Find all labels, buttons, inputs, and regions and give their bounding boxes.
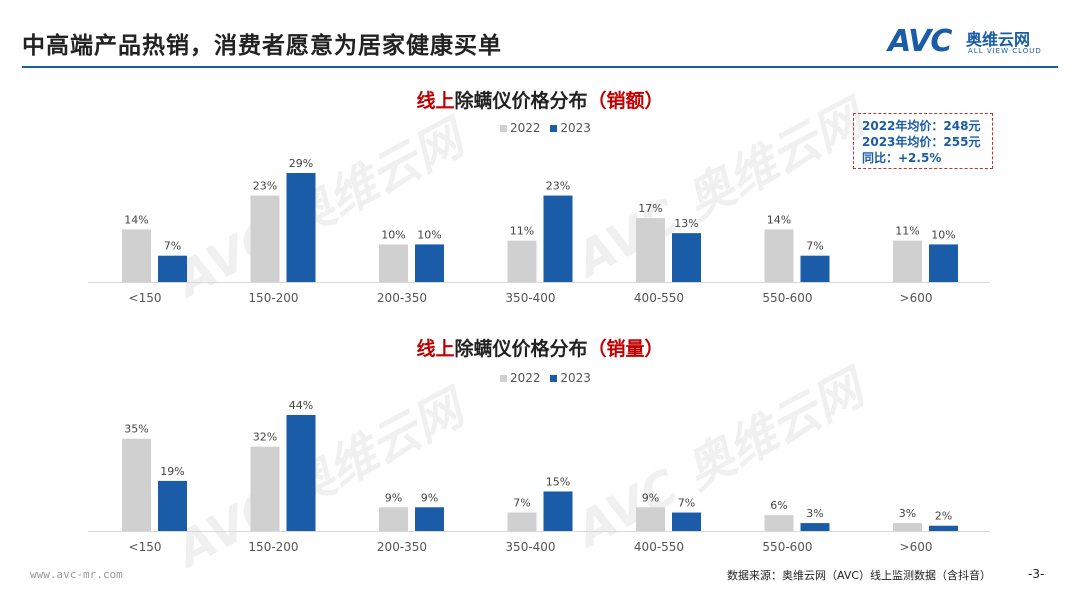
- chart-legend: 2022 2023: [500, 121, 597, 135]
- footer-url: www.avc-mr.com: [30, 568, 123, 581]
- data-label: 7%: [513, 497, 530, 510]
- data-label: 3%: [899, 507, 916, 520]
- logo-mark: AVC: [888, 24, 952, 59]
- data-label: 14%: [124, 213, 148, 226]
- data-label: 44%: [289, 399, 313, 412]
- chart-title-suffix: （销额）: [587, 90, 664, 112]
- bar-2023-5: [800, 523, 830, 531]
- legend-item-2022: 2022: [500, 371, 541, 385]
- bar-2023-3: [543, 491, 573, 531]
- bar-2022-4: [636, 218, 665, 282]
- data-label: 10%: [381, 228, 405, 241]
- bar-chart-sales-volume: 35% 19% <150 32% 44% 150-200 9% 9% 200-350 7% 15% 3…: [88, 399, 990, 554]
- data-label: 23%: [253, 180, 277, 193]
- data-label: 32%: [253, 431, 277, 444]
- category-label: >600: [900, 540, 933, 554]
- bar-2022-6: [893, 240, 922, 282]
- legend-item-2023: 2023: [550, 121, 591, 135]
- bar-2022-5: [764, 515, 794, 531]
- chart-legend: 2022 2023: [500, 371, 597, 385]
- note-line: 同比：+2.5%: [862, 151, 942, 165]
- data-label: 19%: [160, 465, 184, 478]
- chart-title-prefix: 线上: [416, 90, 455, 112]
- bar-2022-3: [507, 512, 537, 531]
- data-label: 9%: [385, 491, 402, 504]
- category-label: 400-550: [634, 540, 684, 554]
- avg-price-note: 2022年均价：248元 2023年均价：255元 同比：+2.5%: [853, 113, 993, 169]
- note-line: 2023年均价：255元: [862, 135, 981, 149]
- bar-2023-6: [929, 525, 958, 531]
- data-label: 10%: [931, 228, 955, 241]
- bar-2022-2: [379, 507, 408, 531]
- data-label: 3%: [806, 507, 823, 520]
- bar-2022-6: [893, 523, 922, 531]
- bar-2023-4: [672, 512, 701, 531]
- bar-2023-0: [158, 480, 187, 531]
- chart-title-prefix: 线上: [416, 338, 455, 360]
- data-label: 7%: [678, 497, 695, 510]
- data-label: 13%: [674, 217, 698, 230]
- data-label: 11%: [895, 225, 919, 238]
- bar-2023-6: [929, 244, 958, 282]
- logo-name-en: ALL VIEW CLOUD: [968, 47, 1042, 55]
- chart-title-main: 除螨仪价格分布: [454, 90, 588, 112]
- bar-2022-0: [122, 438, 151, 531]
- data-label: 15%: [546, 475, 570, 488]
- bar-2023-5: [800, 255, 830, 282]
- bar-2023-4: [672, 233, 701, 282]
- data-label: 9%: [421, 491, 438, 504]
- chart-title-suffix: （销量）: [587, 338, 664, 360]
- page-number: -3-: [1028, 567, 1045, 581]
- data-label: 7%: [164, 240, 181, 253]
- data-label: 29%: [289, 157, 313, 170]
- bar-2023-2: [415, 507, 444, 531]
- category-label: 150-200: [248, 291, 298, 305]
- footer-source: 数据来源：奥维云网（AVC）线上监测数据（含抖音）: [727, 569, 992, 582]
- bar-2022-5: [764, 229, 794, 282]
- chart-title-sales-volume: 线上除螨仪价格分布（销量）: [0, 334, 1080, 361]
- bar-2023-1: [286, 173, 316, 282]
- category-label: 400-550: [634, 291, 684, 305]
- title-divider: [22, 66, 1058, 68]
- bar-2023-1: [286, 415, 316, 531]
- bar-2022-2: [379, 244, 408, 282]
- chart-title-main: 除螨仪价格分布: [454, 338, 588, 360]
- legend-item-2023: 2023: [550, 371, 591, 385]
- data-label: 9%: [642, 491, 659, 504]
- category-label: 350-400: [505, 540, 555, 554]
- data-label: 6%: [770, 499, 787, 512]
- category-label: <150: [129, 540, 162, 554]
- note-line: 2022年均价：248元: [862, 119, 981, 133]
- data-label: 11%: [510, 225, 534, 238]
- data-label: 14%: [767, 213, 791, 226]
- avc-logo: AVC 奥维云网 ALL VIEW CLOUD: [888, 22, 1063, 62]
- bar-2022-3: [507, 240, 537, 282]
- category-label: 550-600: [762, 291, 812, 305]
- data-label: 35%: [124, 423, 148, 436]
- chart-title-sales-value: 线上除螨仪价格分布（销额）: [0, 86, 1080, 113]
- data-label: 23%: [546, 180, 570, 193]
- data-label: 17%: [638, 202, 662, 215]
- bar-2022-0: [122, 229, 151, 282]
- bar-chart-sales-value: 14% 7% <150 23% 29% 150-200 10% 10% 200-350 11% 23…: [88, 157, 990, 305]
- bar-2023-2: [415, 244, 444, 282]
- category-label: 200-350: [377, 291, 427, 305]
- data-label: 7%: [806, 240, 823, 253]
- data-label: 2%: [935, 510, 952, 523]
- category-label: 150-200: [248, 540, 298, 554]
- logo-name-cn: 奥维云网: [966, 30, 1031, 49]
- bar-2023-0: [158, 255, 187, 282]
- page-title: 中高端产品热销，消费者愿意为居家健康买单: [22, 33, 502, 59]
- data-label: 10%: [417, 228, 441, 241]
- category-label: <150: [129, 291, 162, 305]
- category-label: 550-600: [762, 540, 812, 554]
- legend-item-2022: 2022: [500, 121, 541, 135]
- category-label: 200-350: [377, 540, 427, 554]
- category-label: >600: [900, 291, 933, 305]
- bar-2022-1: [250, 446, 280, 531]
- bar-2022-4: [636, 507, 665, 531]
- bar-2022-1: [250, 195, 280, 282]
- category-label: 350-400: [505, 291, 555, 305]
- bar-2023-3: [543, 195, 573, 282]
